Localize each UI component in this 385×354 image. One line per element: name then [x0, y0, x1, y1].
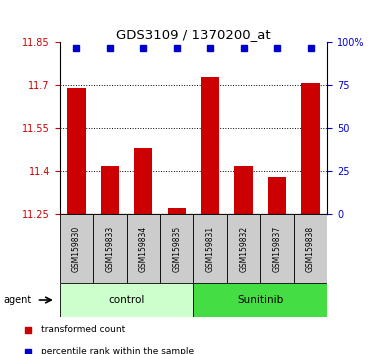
Bar	[127, 214, 160, 283]
Bar	[301, 82, 320, 214]
Bar	[268, 177, 286, 214]
Text: GSM159837: GSM159837	[273, 225, 281, 272]
Bar	[67, 88, 85, 214]
Bar	[234, 166, 253, 214]
Text: GSM159832: GSM159832	[239, 225, 248, 272]
Bar	[193, 283, 327, 317]
Text: GSM159831: GSM159831	[206, 225, 215, 272]
Text: GSM159835: GSM159835	[172, 225, 181, 272]
Bar	[294, 214, 327, 283]
Text: GSM159830: GSM159830	[72, 225, 81, 272]
Bar	[60, 214, 93, 283]
Text: agent: agent	[4, 295, 32, 305]
Text: GSM159838: GSM159838	[306, 225, 315, 272]
Bar	[201, 77, 219, 214]
Title: GDS3109 / 1370200_at: GDS3109 / 1370200_at	[116, 28, 271, 41]
Bar	[60, 283, 193, 317]
Bar	[260, 214, 294, 283]
Text: percentile rank within the sample: percentile rank within the sample	[40, 347, 194, 354]
Bar	[193, 214, 227, 283]
Text: transformed count: transformed count	[40, 325, 125, 334]
Text: Sunitinib: Sunitinib	[237, 295, 283, 305]
Text: GSM159834: GSM159834	[139, 225, 148, 272]
Text: GSM159833: GSM159833	[105, 225, 114, 272]
Bar	[93, 214, 127, 283]
Bar	[134, 148, 152, 214]
Bar	[160, 214, 194, 283]
Text: control: control	[109, 295, 145, 305]
Bar	[167, 209, 186, 214]
Bar	[100, 166, 119, 214]
Bar	[227, 214, 260, 283]
